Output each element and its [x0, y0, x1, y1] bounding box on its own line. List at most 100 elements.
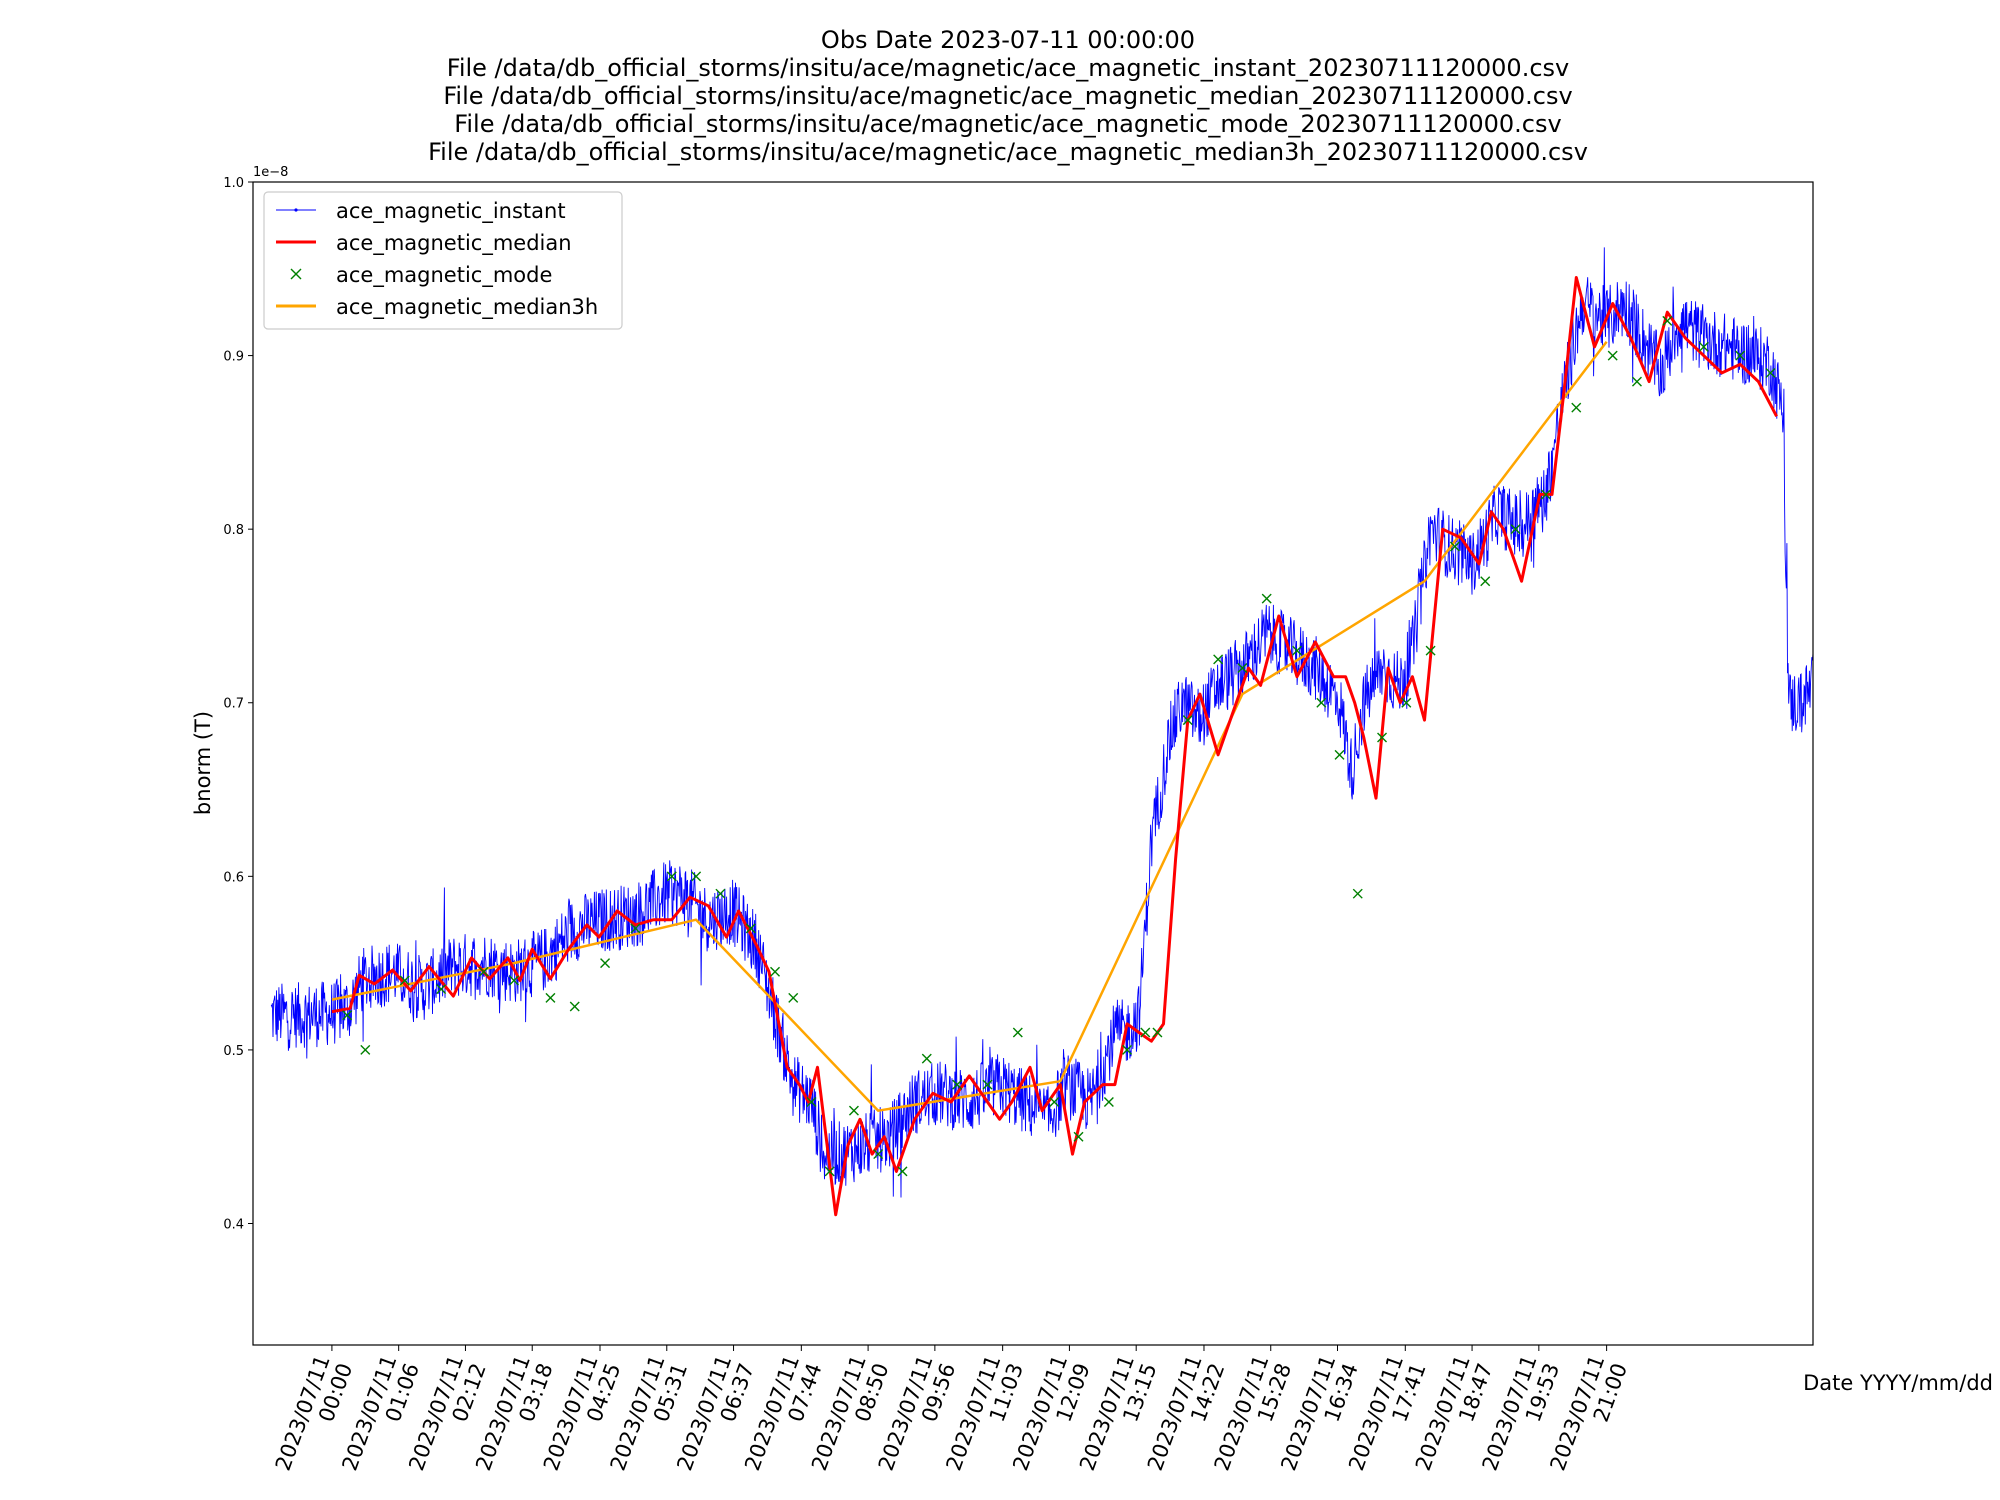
mode-point-51: [1735, 350, 1746, 361]
legend-label-median3h: ace_magnetic_median3h: [336, 295, 598, 320]
mode-point-21-b: [921, 1053, 932, 1064]
mode-point-8: [600, 958, 611, 969]
series-median3h: [331, 340, 1608, 1112]
mode-point-42: [1449, 541, 1460, 552]
x-axis-label: Date YYYY/mm/dd: [1803, 1371, 1993, 1395]
mode-point-33-b: [1237, 663, 1248, 674]
mode-point-39: [1377, 732, 1388, 743]
x-axis: 2023/07/1100:002023/07/1101:062023/07/11…: [271, 1345, 1632, 1474]
mode-point-13: [745, 923, 756, 934]
title-line-3: File /data/db_official_storms/insitu/ace…: [443, 82, 1572, 110]
mode-point-0-b: [342, 1010, 353, 1021]
mode-point-37: [1334, 749, 1345, 760]
mode-point-1-b: [360, 1044, 371, 1055]
mode-point-36-b: [1316, 697, 1327, 708]
mode-point-32-b: [1213, 654, 1224, 665]
mode-point-7-b: [569, 1001, 580, 1012]
mode-point-33: [1237, 663, 1248, 674]
median3h-line: [331, 340, 1608, 1112]
mode-point-45-b: [1540, 489, 1551, 500]
mode-point-19-b: [873, 1149, 884, 1160]
y-tick-label-4: 0.8: [223, 523, 244, 538]
mode-point-8-b: [600, 958, 611, 969]
mode-point-19: [873, 1149, 884, 1160]
mode-point-22-b: [952, 1079, 963, 1090]
mode-point-52-b: [1765, 367, 1776, 378]
mode-point-7: [569, 1001, 580, 1012]
mode-point-30-b: [1152, 1027, 1163, 1038]
mode-point-48-b: [1631, 376, 1642, 387]
series-mode: [342, 315, 1776, 1177]
mode-point-18-b: [848, 1105, 859, 1116]
mode-point-51-b: [1735, 350, 1746, 361]
mode-point-9: [630, 923, 641, 934]
mode-point-20-b: [897, 1166, 908, 1177]
mode-point-44-b: [1510, 524, 1521, 535]
median-line: [331, 276, 1778, 1217]
mode-point-10: [666, 871, 677, 882]
mode-point-24-b: [1012, 1027, 1023, 1038]
mode-point-43-b: [1480, 576, 1491, 587]
legend-swatch-mode: [290, 268, 302, 280]
mode-point-28-b: [1122, 1044, 1133, 1055]
mode-point-36: [1316, 697, 1327, 708]
mode-point-52: [1765, 367, 1776, 378]
y-axis-label: bnorm (T): [191, 711, 215, 815]
series-instant: [270, 247, 1814, 1198]
mode-point-29-b: [1140, 1027, 1151, 1038]
series-median: [331, 276, 1778, 1217]
mode-point-22: [952, 1079, 963, 1090]
mode-point-43: [1480, 576, 1491, 587]
mode-point-38: [1352, 888, 1363, 899]
y-offset-label: 1e−8: [253, 165, 288, 180]
mode-point-15: [788, 992, 799, 1003]
mode-point-12-b: [715, 888, 726, 899]
mode-point-27: [1103, 1096, 1114, 1107]
mode-point-5-b: [509, 975, 520, 986]
mode-point-46: [1571, 402, 1582, 413]
y-tick-label-5: 0.9: [223, 350, 244, 365]
mode-point-34: [1261, 593, 1272, 604]
mode-point-26-b: [1073, 1131, 1084, 1142]
mode-point-50: [1698, 341, 1709, 352]
y-tick-label-3: 0.7: [223, 697, 244, 712]
mode-point-31: [1182, 715, 1193, 726]
mode-point-28: [1122, 1044, 1133, 1055]
mode-point-46-b: [1571, 402, 1582, 413]
mode-point-3: [436, 984, 447, 995]
mode-point-17: [824, 1166, 835, 1177]
mode-point-35: [1292, 645, 1303, 656]
mode-point-9-b: [630, 923, 641, 934]
y-tick-label-6: 1.0: [223, 176, 244, 191]
mode-point-30: [1152, 1027, 1163, 1038]
mode-point-6-b: [545, 992, 556, 1003]
mode-point-34-b: [1261, 593, 1272, 604]
mode-point-23: [982, 1079, 993, 1090]
title-line-4: File /data/db_official_storms/insitu/ace…: [454, 110, 1561, 138]
mode-point-18: [848, 1105, 859, 1116]
mode-point-14-b: [770, 966, 781, 977]
plot-frame: [252, 181, 1814, 1346]
mode-point-49: [1662, 315, 1673, 326]
mode-point-41: [1425, 645, 1436, 656]
mode-point-2: [399, 975, 410, 986]
mode-point-5: [509, 975, 520, 986]
chart-title: Obs Date 2023-07-11 00:00:00 File /data/…: [428, 26, 1588, 166]
mode-point-26: [1073, 1131, 1084, 1142]
mode-point-4-b: [478, 966, 489, 977]
mode-point-37-b: [1334, 749, 1345, 760]
mode-point-23-b: [982, 1079, 993, 1090]
mode-point-44: [1510, 524, 1521, 535]
legend-label-median: ace_magnetic_median: [336, 231, 572, 256]
mode-point-40: [1401, 697, 1412, 708]
mode-point-12: [715, 888, 726, 899]
mode-point-21: [921, 1053, 932, 1064]
mode-point-45: [1540, 489, 1551, 500]
mode-point-31-b: [1182, 715, 1193, 726]
mode-point-27-b: [1103, 1096, 1114, 1107]
mode-point-25-b: [1049, 1096, 1060, 1107]
mode-point-47: [1607, 350, 1618, 361]
title-line-1: Obs Date 2023-07-11 00:00:00: [821, 26, 1195, 54]
plot-area: [252, 181, 1814, 1346]
